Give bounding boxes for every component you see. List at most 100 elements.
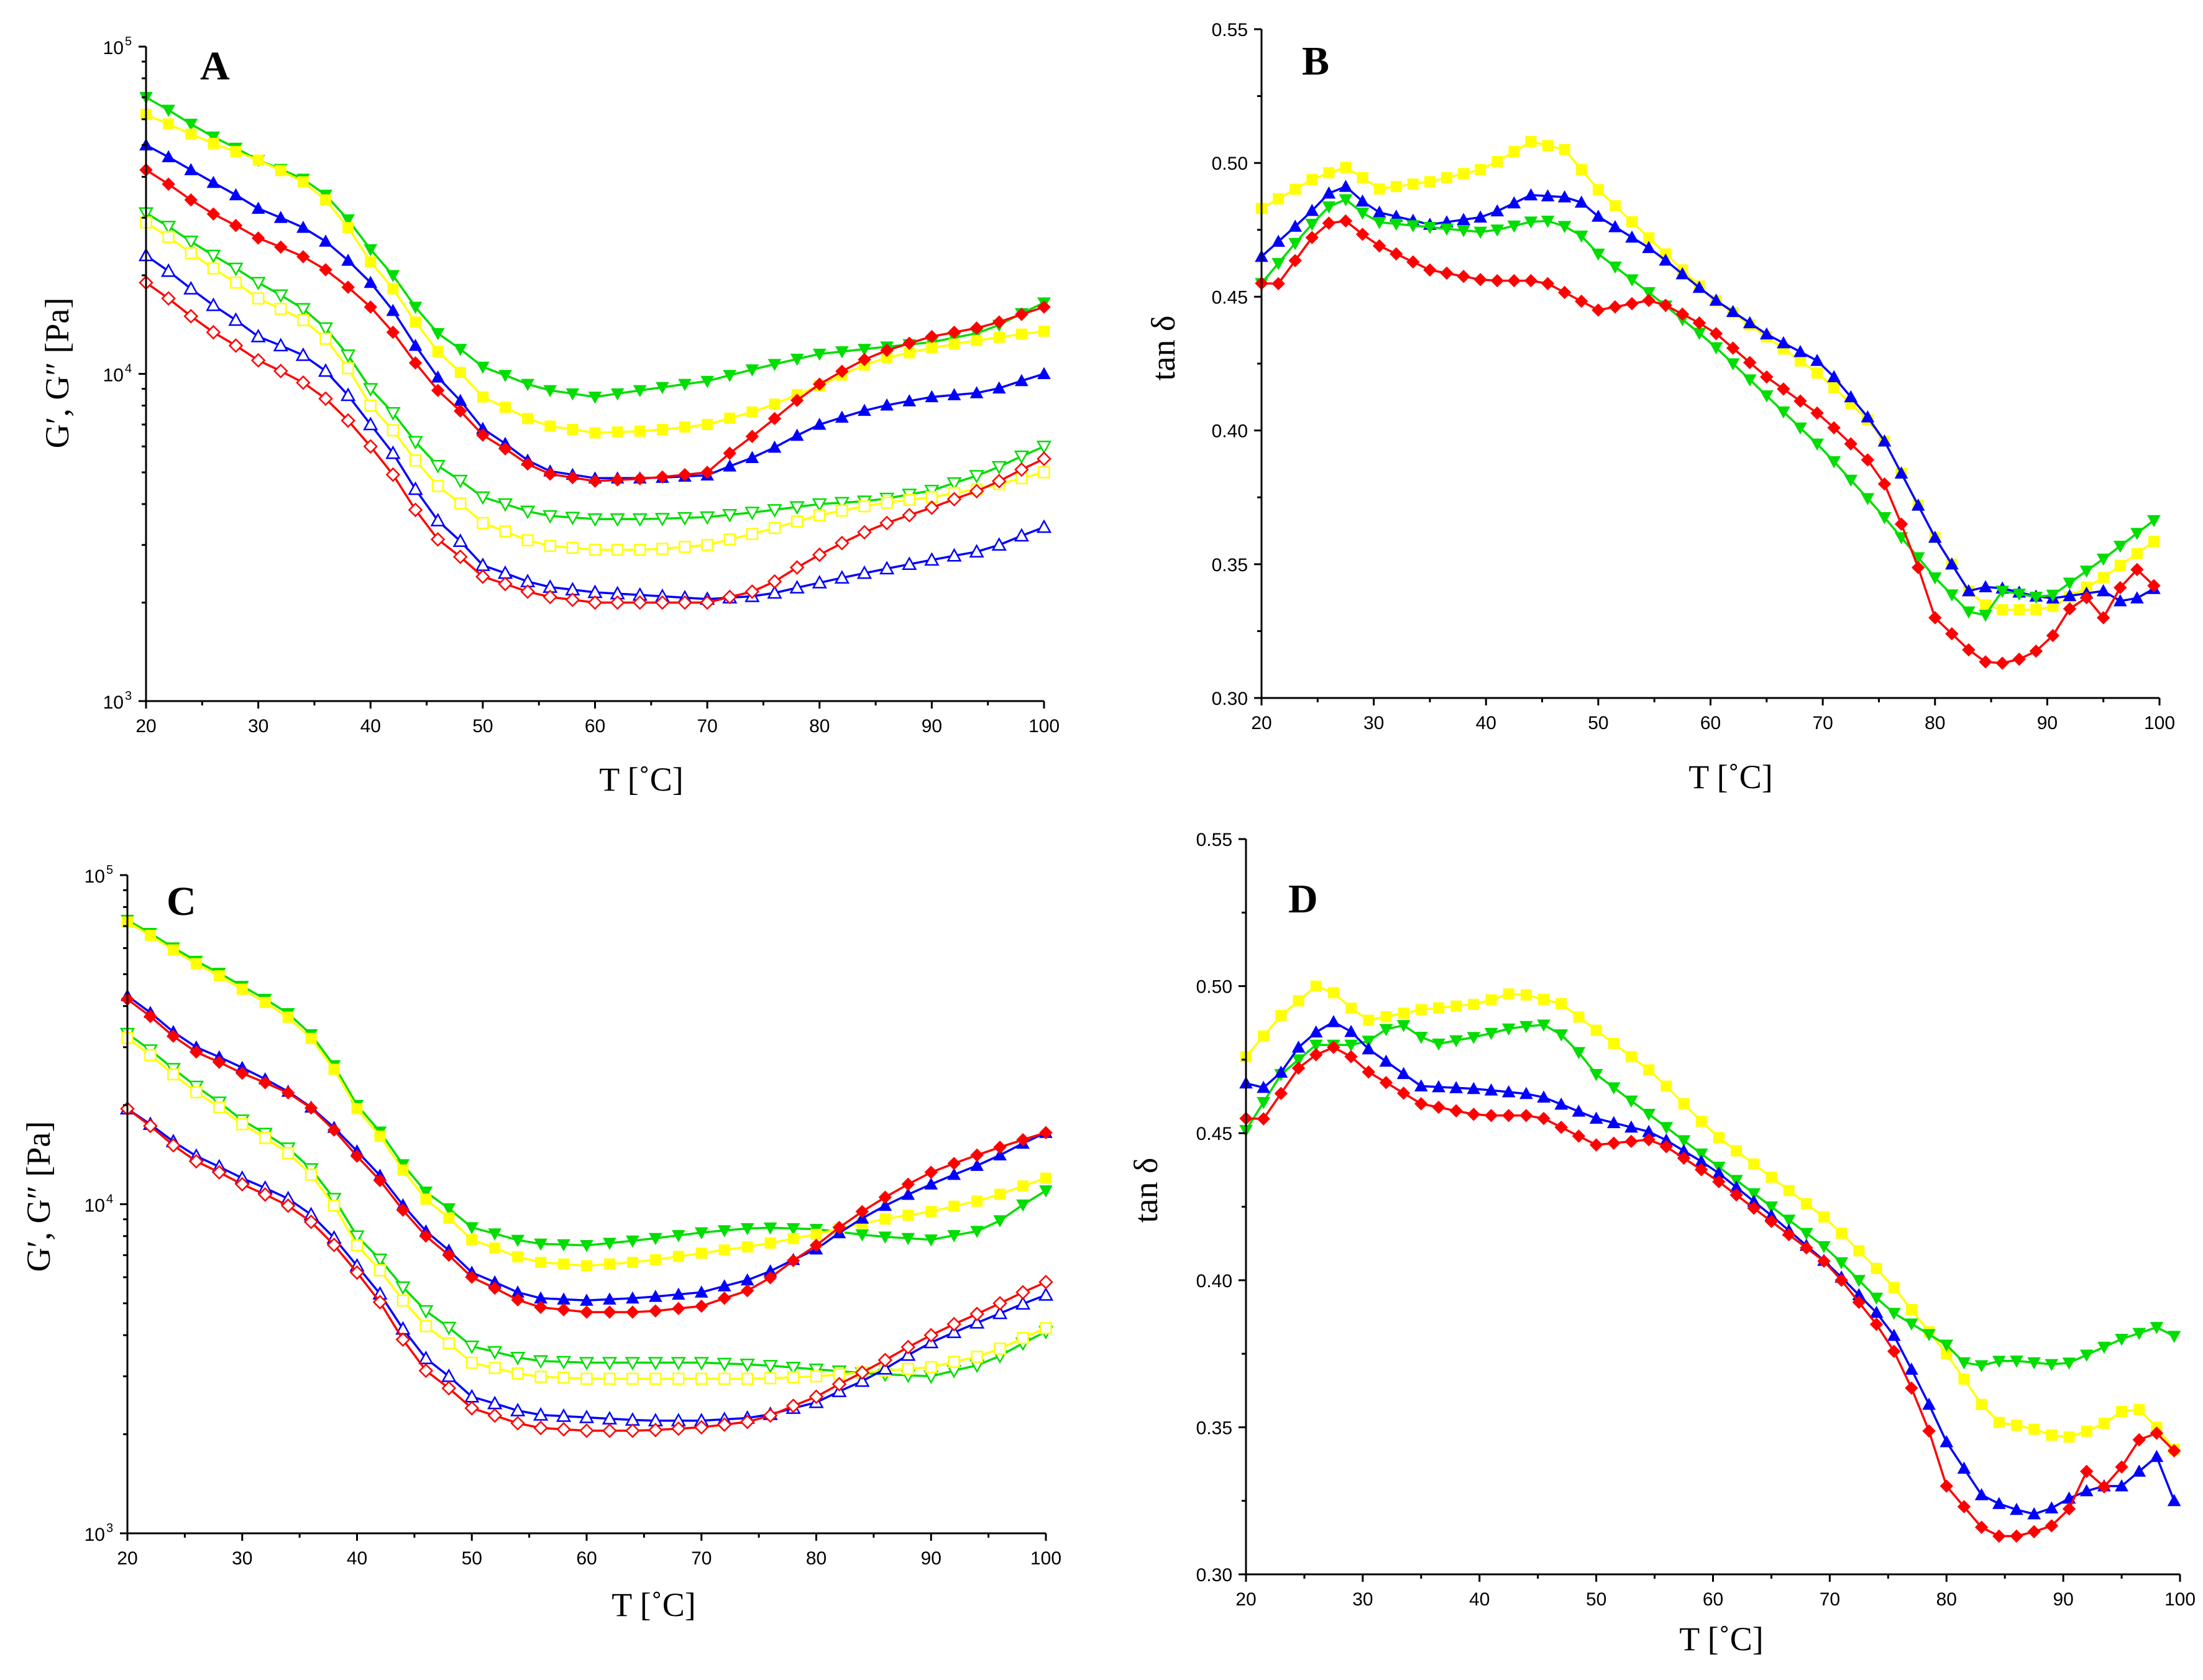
data-point-b-2-18: [1557, 221, 1572, 234]
data-point-a-4-40: [1036, 441, 1052, 454]
data-point-c-4-11: [372, 1253, 388, 1267]
data-point-b-0-6: [1357, 172, 1368, 183]
y-tick-label-d-2: 0.40: [1196, 1271, 1232, 1292]
data-point-d-3-51: [2132, 1433, 2146, 1447]
data-point-c-7-39: [1015, 1285, 1030, 1300]
data-point-c-1-18: [535, 1256, 547, 1268]
data-point-b-3-45: [2012, 652, 2026, 666]
data-point-c-4-24: [671, 1357, 686, 1371]
data-point-a-1-24: [679, 421, 690, 433]
data-point-b-1-35: [1844, 390, 1858, 403]
data-point-b-0-44: [1997, 604, 2008, 615]
data-point-a-3-35: [925, 329, 939, 344]
data-point-a-1-12: [410, 316, 421, 328]
data-point-c-5-35: [925, 1361, 937, 1374]
x-tick-label-c-2: 40: [347, 1548, 367, 1569]
data-point-c-5-11: [373, 1264, 387, 1277]
data-point-c-4-30: [808, 1363, 824, 1377]
x-tick-label-c-5: 70: [691, 1548, 712, 1569]
data-point-a-3-22: [633, 472, 647, 485]
data-point-b-1-39: [1911, 498, 1925, 511]
data-point-a-1-25: [702, 419, 713, 431]
data-point-c-3-16: [488, 1281, 502, 1295]
data-point-c-2-33: [878, 1198, 892, 1211]
data-point-b-2-37: [1877, 512, 1892, 525]
y-tick-label-b-2: 0.40: [1212, 421, 1248, 442]
data-point-d-2-18: [1554, 1097, 1569, 1110]
data-point-a-4-30: [812, 498, 827, 512]
data-point-c-0-33: [878, 1231, 892, 1244]
data-point-b-2-15: [1507, 220, 1521, 233]
data-point-c-7-15: [464, 1400, 480, 1416]
data-point-a-6-31: [834, 570, 850, 584]
data-point-c-6-17: [510, 1402, 526, 1416]
data-point-b-1-3: [1305, 203, 1319, 216]
data-point-d-1-10: [1414, 1032, 1428, 1044]
data-point-d-2-43: [1992, 1497, 2006, 1509]
data-point-c-1-5: [236, 983, 248, 995]
data-point-a-7-5: [250, 352, 266, 368]
data-point-a-2-10: [364, 275, 378, 288]
data-point-a-3-21: [610, 473, 625, 487]
data-point-c-1-13: [420, 1193, 432, 1205]
data-point-a-3-11: [386, 325, 400, 339]
data-point-d-1-33: [1817, 1241, 1831, 1254]
data-point-b-3-22: [1625, 296, 1639, 311]
data-point-d-2-16: [1519, 1086, 1533, 1099]
data-point-a-5-34: [903, 493, 915, 507]
data-point-d-2-50: [2115, 1479, 2128, 1492]
data-point-a-4-4: [228, 262, 244, 277]
data-point-c-3-26: [717, 1292, 731, 1305]
data-point-b-3-49: [2079, 590, 2094, 605]
data-point-a-4-21: [610, 513, 625, 527]
data-point-c-1-34: [902, 1210, 914, 1221]
x-tick-label-a-2: 40: [360, 716, 381, 737]
data-point-b-1-29: [1743, 316, 1757, 329]
data-point-a-5-12: [409, 454, 422, 467]
data-point-a-1-6: [275, 165, 286, 177]
data-point-b-2-17: [1541, 215, 1555, 228]
data-point-b-1-43: [1979, 580, 1992, 592]
data-point-b-3-36: [1861, 453, 1875, 467]
data-point-d-1-41: [1957, 1357, 1971, 1370]
data-point-a-2-40: [1037, 367, 1051, 379]
x-tick-label-b-0: 20: [1251, 713, 1271, 733]
data-point-c-0-26: [717, 1225, 731, 1237]
data-point-a-5-31: [836, 504, 848, 517]
data-point-d-2-42: [1974, 1488, 1989, 1500]
data-point-a-7-21: [610, 595, 625, 610]
data-point-d-3-34: [1834, 1274, 1848, 1287]
data-point-d-2-20: [1589, 1111, 1603, 1124]
data-point-c-3-19: [557, 1303, 570, 1316]
data-point-a-1-17: [522, 413, 534, 425]
x-tick-label-d-0: 20: [1235, 1589, 1256, 1610]
data-point-d-3-15: [1502, 1109, 1516, 1122]
data-point-b-2-36: [1861, 493, 1875, 505]
data-point-c-5-13: [419, 1320, 433, 1333]
data-point-b-3-7: [1372, 239, 1386, 253]
data-point-b-0-17: [1542, 140, 1554, 152]
data-point-b-2-49: [2079, 566, 2094, 578]
data-point-a-6-12: [408, 481, 423, 495]
data-point-d-2-8: [1379, 1054, 1393, 1067]
y-tick-exp-c-2: 5: [106, 863, 113, 877]
data-point-c-3-15: [465, 1270, 479, 1284]
data-point-d-3-7: [1362, 1065, 1375, 1079]
data-point-d-3-5: [1327, 1040, 1340, 1054]
data-point-b-1-19: [1574, 195, 1588, 208]
series-c-1: [122, 916, 1051, 1272]
data-point-b-3-4: [1322, 216, 1336, 230]
x-axis-title-d: T [˚C]: [1679, 1620, 1763, 1658]
data-point-b-3-3: [1305, 231, 1319, 244]
data-point-b-1-24: [1659, 253, 1673, 266]
data-point-c-3-7: [281, 1086, 295, 1099]
data-point-b-3-39: [1911, 561, 1925, 574]
data-point-d-2-10: [1414, 1079, 1428, 1091]
x-tick-label-c-6: 80: [806, 1548, 827, 1569]
data-point-a-6-36: [946, 548, 962, 562]
data-point-c-5-2: [167, 1068, 180, 1081]
data-point-a-0-27: [745, 364, 759, 377]
data-point-a-3-1: [162, 177, 175, 191]
data-point-d-3-53: [2167, 1444, 2181, 1457]
data-point-b-3-29: [1743, 356, 1757, 369]
